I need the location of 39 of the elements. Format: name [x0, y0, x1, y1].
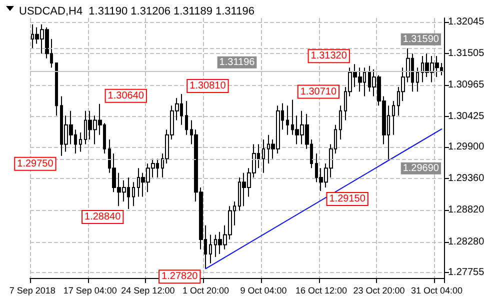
candlestick	[55, 62, 58, 116]
y-tick-label: 1.30965	[448, 79, 485, 90]
y-tick-label: 1.29900	[448, 142, 485, 153]
ref-line-label: 1.31590	[402, 34, 440, 45]
y-tick-label: 1.27755	[448, 266, 485, 278]
candlestick	[262, 139, 265, 174]
y-tick-label: 1.29360	[448, 173, 485, 184]
annotation: 1.30640	[108, 90, 144, 102]
x-tick-label: 23 Oct 20:00	[353, 286, 405, 296]
candlestick	[416, 67, 419, 92]
x-tick-label: 9 Oct 04:00	[240, 286, 287, 296]
annotation: 1.30710	[300, 86, 337, 98]
x-tick-label: 24 Sep 12:00	[121, 286, 175, 296]
y-tick-label: 1.32045	[448, 16, 485, 28]
candlestick	[79, 132, 82, 152]
candlestick	[286, 105, 289, 136]
candlestick	[132, 182, 135, 207]
annotation: 1.31320	[310, 50, 348, 62]
y-tick-label: 1.28280	[448, 236, 485, 248]
y-tick-label: 1.30425	[448, 110, 485, 122]
ref-line-label: 1.31196	[219, 56, 256, 68]
candlestick	[392, 100, 395, 136]
annotation: 1.28840	[84, 212, 122, 223]
annotation: 1.29150	[329, 193, 366, 204]
candlestick	[209, 234, 212, 264]
annotation: 1.27820	[162, 271, 198, 282]
candlestick	[339, 105, 342, 140]
chart-title: USDCAD,H4 1.31190 1.31206 1.31189 1.31196	[19, 6, 254, 18]
y-tick-label: 1.31505	[448, 48, 485, 59]
annotation: 1.30810	[190, 80, 226, 92]
annotation: 1.29750	[17, 158, 54, 170]
candlestick	[185, 100, 188, 136]
x-tick-label: 7 Sep 2018	[9, 286, 56, 296]
ref-line-label: 1.29690	[402, 162, 440, 174]
x-tick-label: 16 Oct 12:00	[295, 286, 348, 296]
y-tick-label: 1.28820	[448, 204, 485, 216]
x-tick-label: 1 Oct 20:00	[182, 286, 229, 296]
x-tick-label: 17 Sep 04:00	[63, 286, 117, 296]
x-tick-label: 31 Oct 04:00	[411, 286, 463, 296]
